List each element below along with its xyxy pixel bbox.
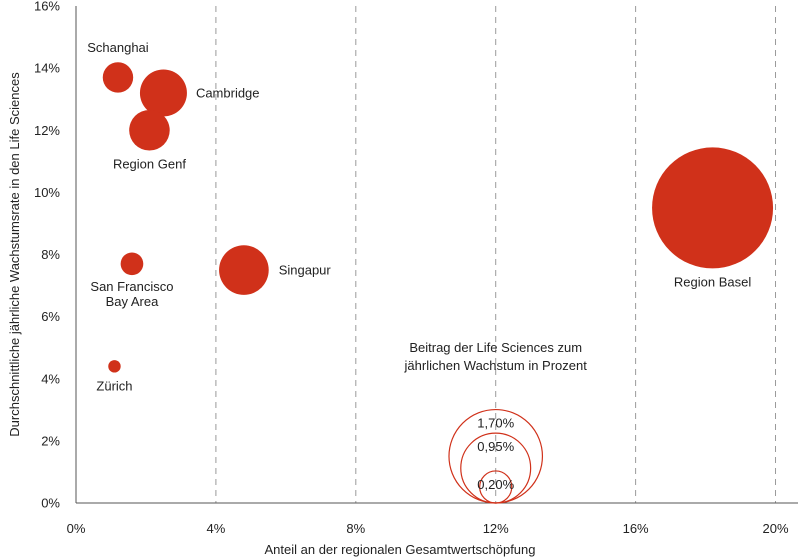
size-legend-label: 1,70% xyxy=(477,416,514,431)
x-tick-label: 12% xyxy=(483,521,509,536)
bubble-singapur xyxy=(219,245,269,295)
y-axis-title: Durchschnittliche jährliche Wachstumsrat… xyxy=(7,72,22,437)
x-tick-label: 20% xyxy=(763,521,789,536)
bubble-label-cambridge: Cambridge xyxy=(196,85,260,100)
y-tick-label: 8% xyxy=(41,247,60,262)
x-tick-label: 0% xyxy=(67,521,86,536)
bubble-label-schanghai: Schanghai xyxy=(87,40,149,55)
bubble-schanghai xyxy=(102,62,134,93)
y-tick-label: 6% xyxy=(41,309,60,324)
bubble-region-basel xyxy=(652,147,774,269)
x-tick-label: 16% xyxy=(623,521,649,536)
bubble-cambridge xyxy=(139,69,187,117)
y-tick-label: 2% xyxy=(41,433,60,448)
size-legend-title-line1: Beitrag der Life Sciences zum xyxy=(409,340,582,355)
y-tick-label: 10% xyxy=(34,185,60,200)
size-legend-label: 0,95% xyxy=(477,439,514,454)
y-tick-label: 4% xyxy=(41,371,60,386)
bubble-san-francisco-bay-area xyxy=(120,252,144,276)
y-tick-label: 16% xyxy=(34,0,60,14)
bubble-label-z-rich: Zürich xyxy=(96,379,132,394)
bubble-label-region-basel: Region Basel xyxy=(674,274,751,289)
size-legend-title-line2: jährlichen Wachstum in Prozent xyxy=(404,358,588,373)
x-tick-label: 4% xyxy=(207,521,226,536)
y-tick-label: 14% xyxy=(34,61,60,76)
bubble-label-region-genf: Region Genf xyxy=(113,157,186,172)
bubble-z-rich xyxy=(108,360,121,373)
size-legend-label: 0,20% xyxy=(477,477,514,492)
x-tick-label: 8% xyxy=(346,521,365,536)
bubble-region-genf xyxy=(129,109,170,151)
y-tick-label: 0% xyxy=(41,496,60,511)
size-legend-circle xyxy=(479,470,513,504)
bubble-label-singapur: Singapur xyxy=(279,263,332,278)
bubble-label-san-francisco-bay-area: San Francisco Bay Area xyxy=(90,279,173,309)
x-axis-title: Anteil an der regionalen Gesamtwertschöp… xyxy=(265,542,536,557)
y-tick-label: 12% xyxy=(34,123,60,138)
